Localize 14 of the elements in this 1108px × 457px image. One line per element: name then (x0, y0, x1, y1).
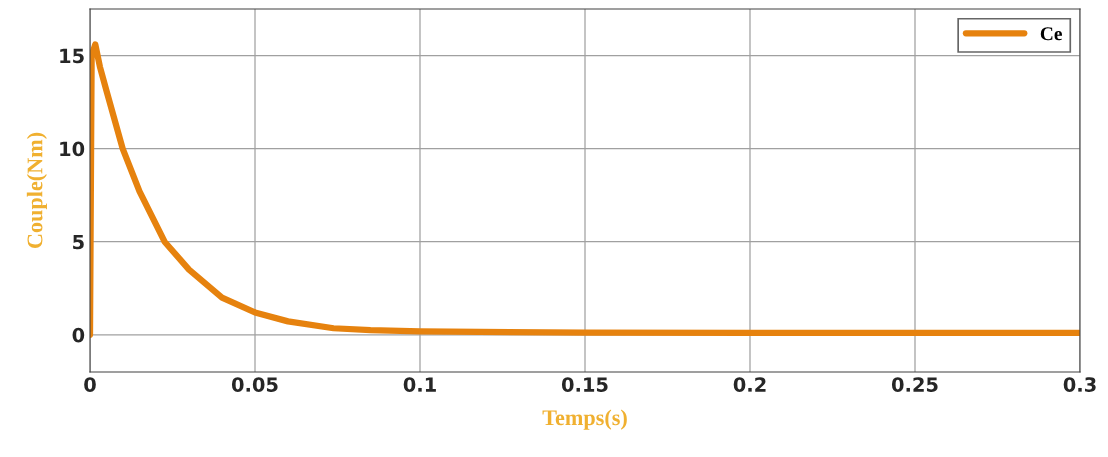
x-tick-label: 0.25 (891, 377, 938, 392)
y-tick-label: 10 (60, 141, 85, 157)
y-tick-label: 5 (73, 234, 84, 250)
x-tick-label: 0 (84, 377, 96, 392)
x-tick-label: 0.3 (1063, 377, 1096, 392)
y-axis-title: Couple(Nm) (26, 132, 47, 249)
y-tick-label: 0 (72, 327, 85, 343)
x-tick-label: 0.1 (403, 377, 436, 392)
y-tick-label: 15 (60, 48, 84, 64)
x-axis-title: Temps(s) (542, 409, 627, 430)
x-tick-label: 0.05 (231, 377, 278, 392)
x-tick-label: 0.2 (733, 377, 766, 392)
x-tick-label: 0.15 (561, 377, 608, 392)
legend-label: Ce (1040, 27, 1062, 41)
